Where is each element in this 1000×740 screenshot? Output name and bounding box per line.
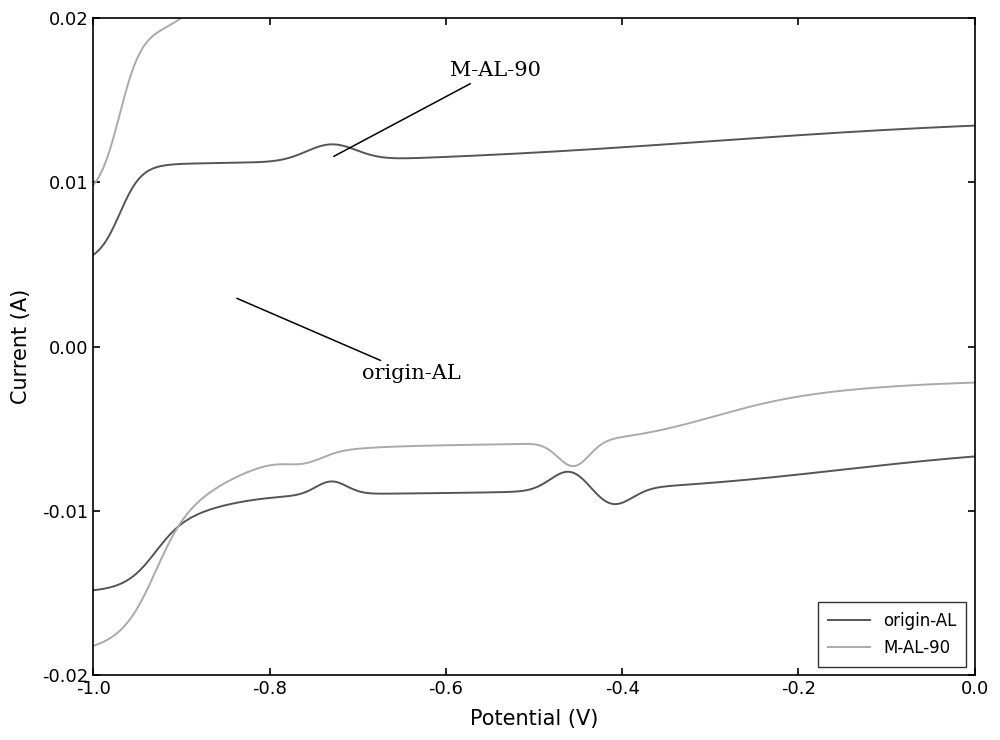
origin-AL xyxy=(846,127,858,136)
Text: origin-AL: origin-AL xyxy=(237,298,461,383)
origin-AL xyxy=(141,167,153,176)
origin-AL xyxy=(756,133,768,142)
M-AL-90 xyxy=(87,181,99,189)
origin-AL xyxy=(969,121,981,130)
Line: origin-AL: origin-AL xyxy=(93,126,975,255)
origin-AL xyxy=(649,141,661,149)
origin-AL xyxy=(87,250,99,259)
origin-AL xyxy=(599,144,611,153)
Text: M-AL-90: M-AL-90 xyxy=(334,61,541,156)
M-AL-90 xyxy=(141,37,153,46)
Legend: origin-AL, M-AL-90: origin-AL, M-AL-90 xyxy=(818,602,966,667)
Y-axis label: Current (A): Current (A) xyxy=(11,289,31,404)
origin-AL xyxy=(622,142,634,151)
Line: M-AL-90: M-AL-90 xyxy=(93,0,975,185)
X-axis label: Potential (V): Potential (V) xyxy=(470,709,598,729)
